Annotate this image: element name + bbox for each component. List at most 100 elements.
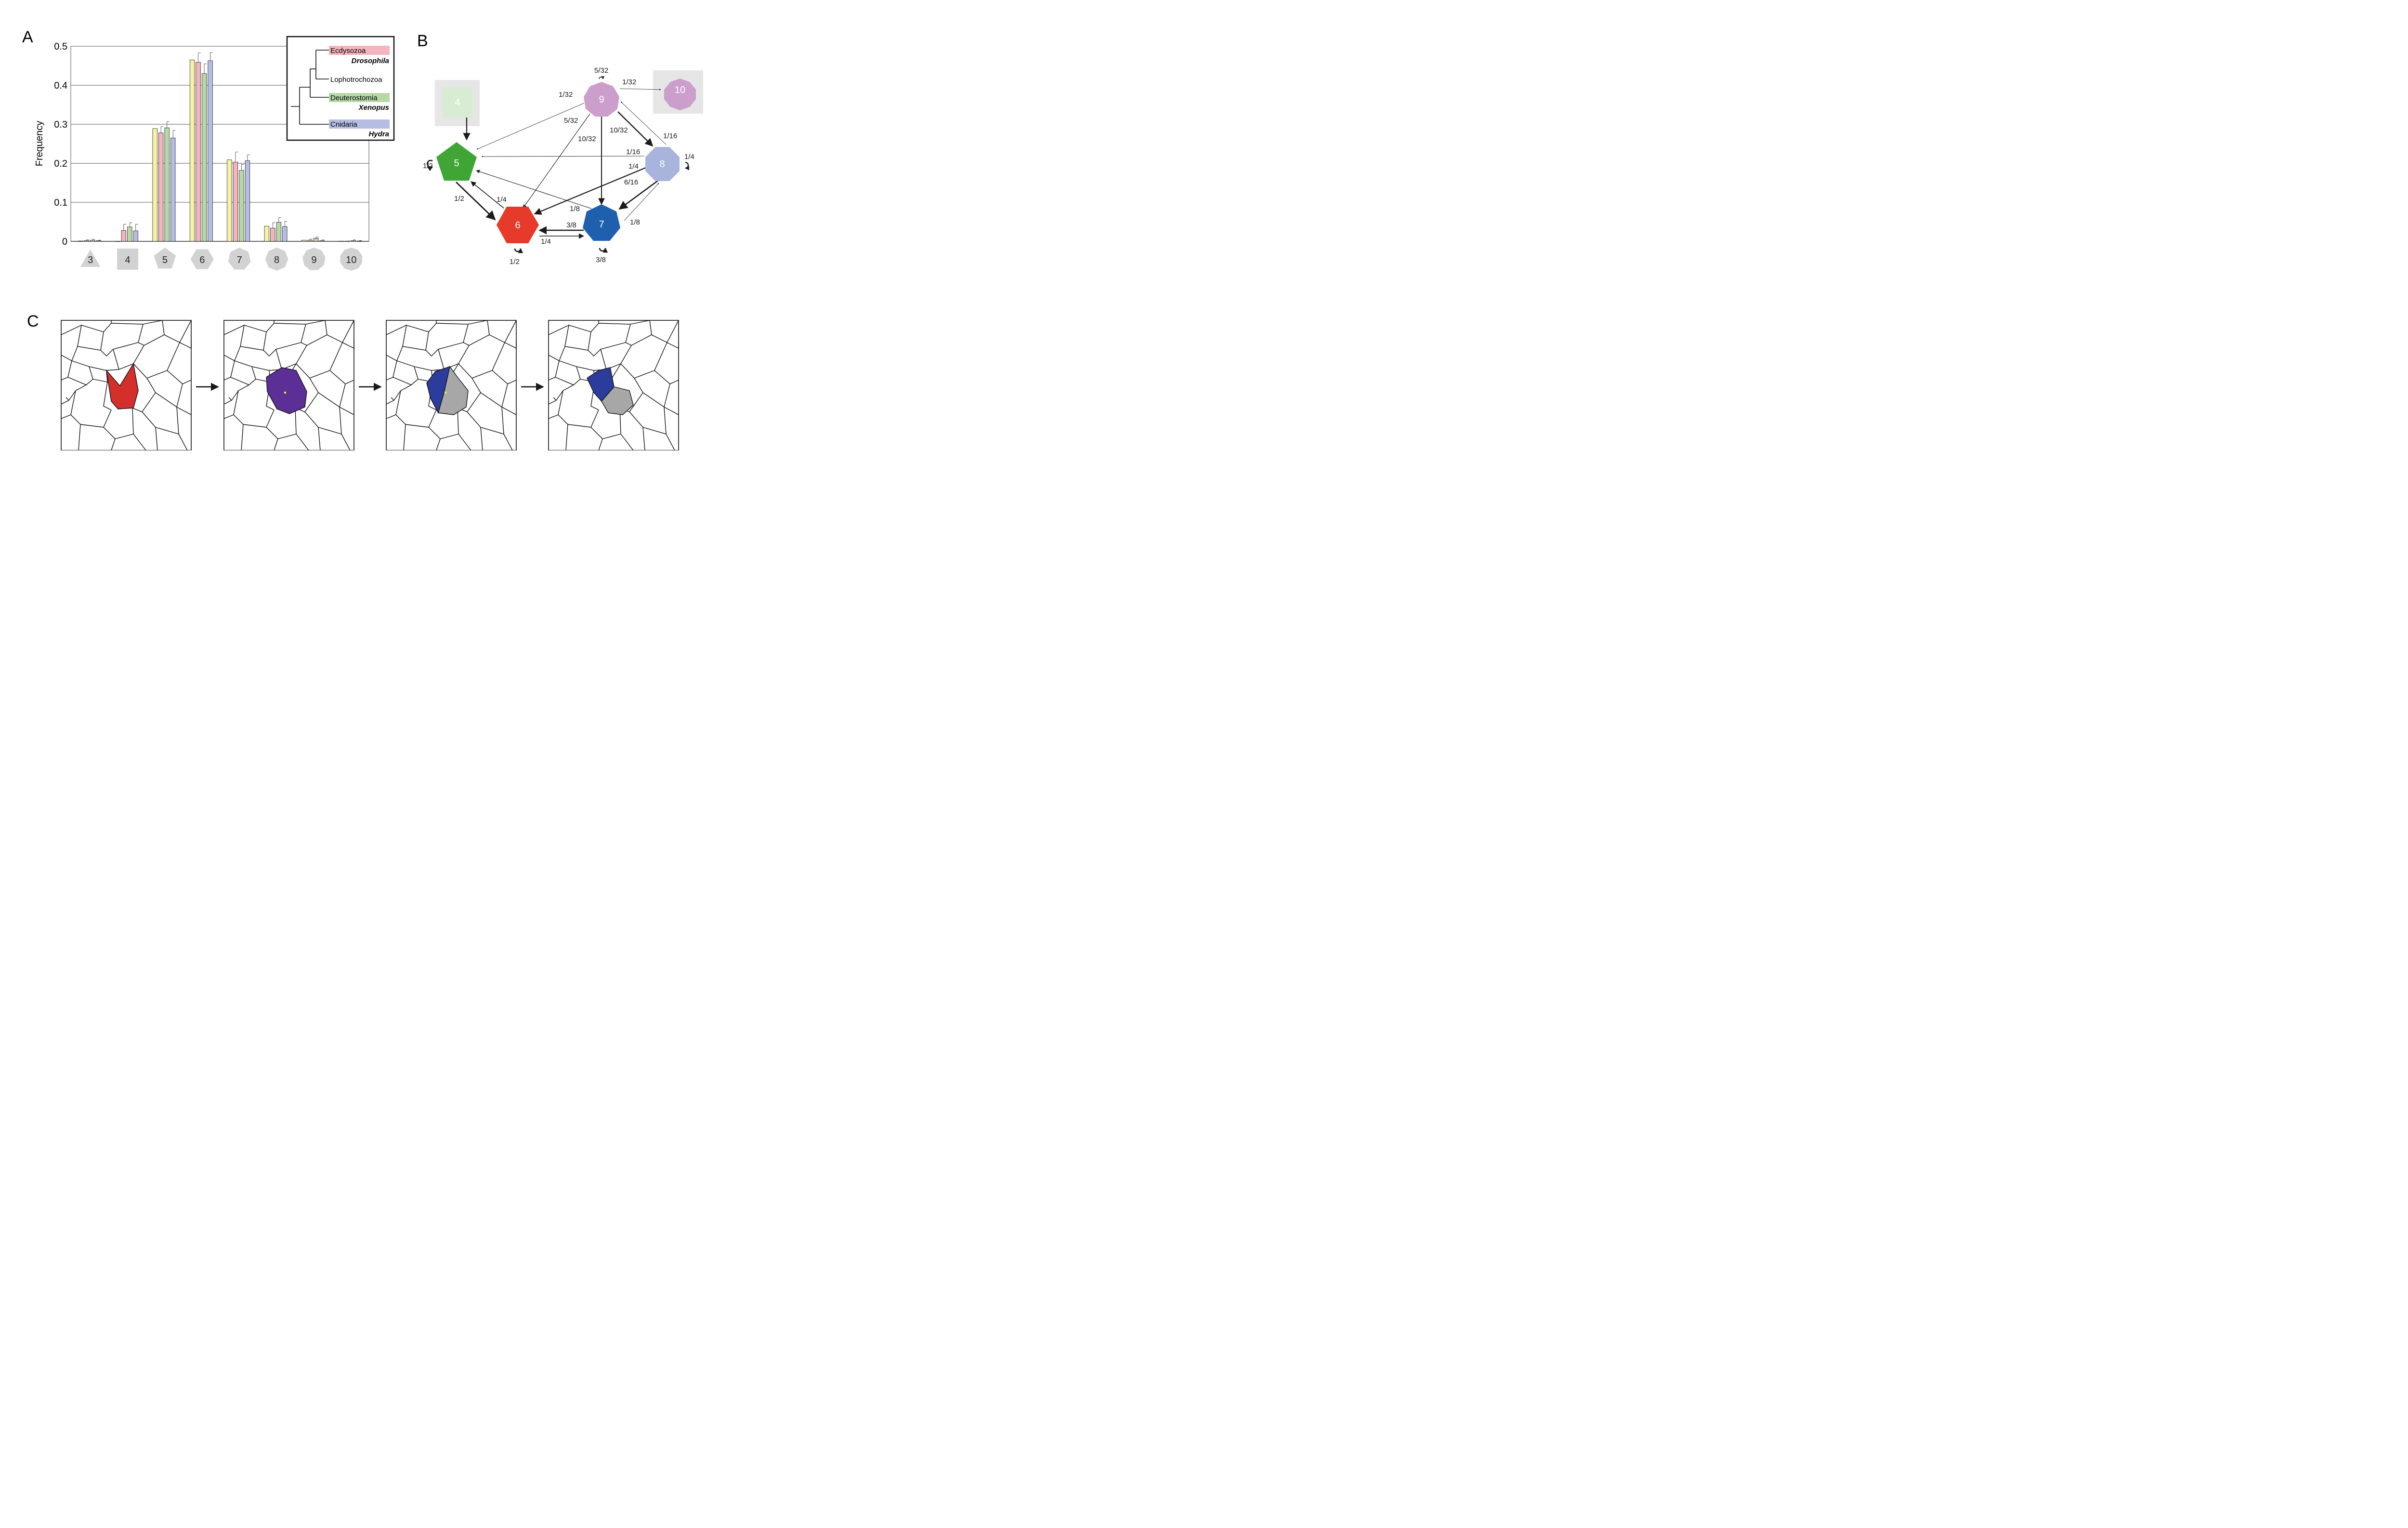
label-self-9: 5/32: [594, 66, 608, 75]
step-frame: [61, 320, 192, 450]
label-9-6: 5/32: [564, 117, 578, 125]
label-self-6: 1/2: [510, 258, 520, 266]
x-tick-label: 4: [125, 255, 131, 265]
polygon-transition-diagram: 4 5 6 7 8 9 10 1/2 1/2 3/8 1/4: [423, 66, 703, 266]
node-8: 8: [645, 147, 680, 181]
cell-wall: [65, 397, 69, 401]
cell-wall: [630, 320, 650, 325]
label-7-5: 1/8: [570, 205, 580, 213]
cell-wall: [391, 397, 394, 401]
cell-center-marker: [284, 392, 286, 394]
grown-cell-purple: [266, 367, 307, 414]
legend-species-hydra: Hydra: [368, 130, 389, 138]
cell-wall: [89, 349, 119, 371]
cell-wall: [468, 320, 488, 325]
cell-wall: [100, 331, 104, 351]
cell-wall: [620, 434, 634, 450]
edge-5-6: [456, 181, 496, 221]
legend-clade-cnidaria: Cnidaria: [330, 120, 358, 129]
label-9-8: 10/32: [610, 126, 628, 134]
bar: [239, 170, 244, 242]
cell-wall: [564, 325, 569, 347]
cell-wall: [296, 434, 309, 450]
node-8-label: 8: [659, 159, 665, 170]
cell-wall: [61, 384, 87, 405]
y-tick-label: 0.4: [54, 80, 67, 91]
node-10: 10: [664, 79, 696, 110]
bar: [319, 240, 325, 242]
cell-wall: [598, 323, 631, 343]
transition-edges: [427, 76, 689, 253]
step-frame: [386, 320, 517, 450]
division-step-cell-divided: [548, 320, 679, 450]
cell-wall: [553, 397, 557, 401]
panel-label-c: C: [27, 312, 39, 330]
cell-wall: [111, 323, 144, 343]
daughter-cell-gray: [438, 366, 469, 415]
shape-octagon: [265, 248, 288, 271]
label-8-9: 1/16: [663, 132, 677, 140]
y-tick-label: 0.2: [54, 158, 67, 169]
node-5-label: 5: [454, 158, 459, 169]
edge-9-10: [619, 88, 661, 91]
edge-8-7: [618, 177, 662, 210]
bar: [351, 240, 356, 242]
label-7-8: 1/8: [630, 218, 640, 226]
shape-heptagon: [228, 248, 251, 270]
self-loop-9: [599, 76, 605, 79]
cell-wall: [425, 331, 429, 351]
cell-wall: [263, 331, 267, 351]
cell-wall: [178, 434, 188, 450]
cell-wall: [274, 323, 306, 343]
label-8-7: 6/16: [624, 178, 638, 186]
cell-wall: [162, 320, 192, 343]
label-6-5: 1/4: [497, 196, 507, 204]
x-tick-label: 8: [274, 255, 279, 265]
shape-square: [117, 249, 139, 270]
legend-clade-lophotrochozoa: Lophotrochozoa: [330, 76, 382, 84]
bar: [227, 159, 232, 242]
x-tick-label: 9: [311, 255, 316, 265]
edge-9-5: [476, 103, 585, 150]
cell-wall: [548, 384, 574, 405]
cell-wall: [620, 342, 667, 379]
division-step-cell-dividing: [386, 320, 517, 450]
cell-wall: [223, 384, 249, 405]
bar: [96, 240, 101, 242]
label-9-5: 1/32: [559, 91, 573, 99]
cell-wall: [77, 325, 82, 347]
shape-nonagon: [302, 248, 326, 270]
cell-wall: [402, 325, 407, 347]
bar: [282, 226, 288, 242]
cell-wall: [251, 349, 282, 371]
cell-wall: [458, 342, 505, 379]
node-6: 6: [497, 207, 539, 243]
bar: [301, 240, 307, 242]
legend-clade-deuterostomia: Deuterostomia: [330, 94, 378, 102]
self-loop-5: [427, 159, 433, 171]
label-9-10: 1/32: [622, 78, 636, 86]
division-step-cell-grown: [223, 320, 354, 450]
cell-wall: [176, 407, 192, 415]
shape-decagon: [340, 248, 363, 271]
cell-wall: [133, 434, 146, 450]
node-7: 7: [583, 204, 620, 241]
edge-8-6: [534, 163, 654, 215]
cell-wall: [457, 378, 481, 412]
bar: [208, 60, 213, 242]
cell-wall: [386, 384, 412, 405]
y-axis-label: Frequency: [34, 121, 45, 167]
cell-wall: [341, 434, 351, 450]
cell-wall: [458, 434, 471, 450]
legend-swatch-deuterostomia: [329, 93, 390, 102]
edge-8-5: [481, 156, 645, 158]
panel-label-b: B: [417, 32, 428, 50]
step-frame: [548, 320, 679, 450]
bar-series: [78, 52, 362, 242]
label-5-6: 1/2: [454, 195, 464, 203]
category-shape-labels: 3 4 5 6 7 8 9 10: [80, 248, 363, 271]
cell-wall: [295, 378, 319, 412]
bar: [233, 162, 238, 242]
label-self-7: 3/8: [596, 256, 606, 264]
cell-wall: [588, 331, 591, 351]
